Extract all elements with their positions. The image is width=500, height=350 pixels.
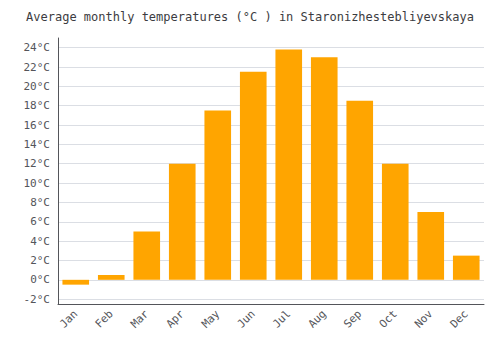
svg-text:8°C: 8°C (30, 196, 50, 209)
svg-text:Jun: Jun (235, 307, 258, 330)
svg-text:Aug: Aug (306, 307, 329, 330)
svg-text:Jul: Jul (270, 307, 293, 330)
svg-text:12°C: 12°C (24, 157, 51, 170)
svg-text:22°C: 22°C (24, 61, 51, 74)
svg-text:Mar: Mar (128, 307, 151, 330)
svg-text:-2°C: -2°C (24, 293, 51, 306)
svg-text:2°C: 2°C (30, 254, 50, 267)
svg-text:10°C: 10°C (24, 177, 51, 190)
svg-text:16°C: 16°C (24, 119, 51, 132)
svg-text:May: May (199, 307, 222, 330)
svg-text:Sep: Sep (341, 307, 364, 330)
svg-text:Average monthly temperatures (: Average monthly temperatures (°C ) in St… (26, 10, 474, 24)
svg-text:Oct: Oct (377, 307, 400, 330)
svg-text:4°C: 4°C (30, 235, 50, 248)
svg-text:Jan: Jan (57, 307, 80, 330)
svg-text:Apr: Apr (164, 307, 187, 330)
svg-text:24°C: 24°C (24, 41, 51, 54)
svg-text:Dec: Dec (448, 307, 471, 330)
svg-text:Nov: Nov (412, 307, 435, 330)
svg-text:18°C: 18°C (24, 99, 51, 112)
svg-text:20°C: 20°C (24, 80, 51, 93)
svg-text:0°C: 0°C (30, 273, 50, 286)
svg-text:14°C: 14°C (24, 138, 51, 151)
svg-text:Feb: Feb (93, 307, 116, 330)
svg-text:6°C: 6°C (30, 215, 50, 228)
